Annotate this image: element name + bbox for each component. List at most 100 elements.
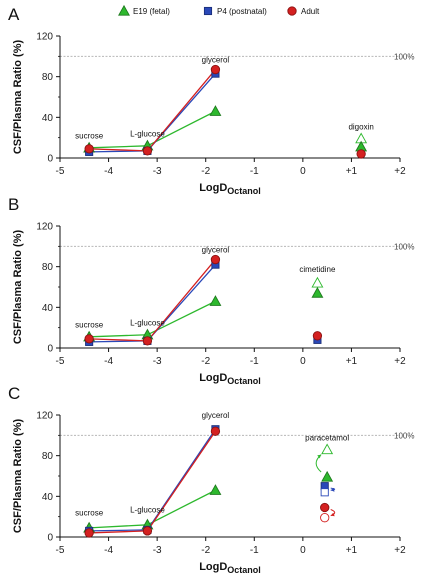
x-tick-label: -5 <box>56 545 65 556</box>
data-point-triangle <box>209 295 222 306</box>
panel-letter: B <box>8 195 19 214</box>
x-tick-label: +2 <box>394 166 406 177</box>
x-tick-label: -3 <box>153 356 162 367</box>
x-tick-label: +1 <box>346 166 358 177</box>
x-tick-label: -4 <box>104 356 113 367</box>
x-tick-label: -1 <box>250 166 259 177</box>
panel-letter: A <box>8 5 20 24</box>
compound-label: sucrose <box>75 321 104 330</box>
y-tick-label: 120 <box>36 32 53 43</box>
change-arrowhead <box>330 512 335 517</box>
data-point-circle <box>84 144 94 154</box>
compound-label: cimetidine <box>299 265 336 274</box>
data-point-circle <box>84 528 94 538</box>
x-tick-label: -2 <box>201 545 210 556</box>
compound-label: L-glucose <box>130 319 165 328</box>
compound-label: glycerol <box>202 411 230 420</box>
legend-marker-triangle <box>118 4 130 16</box>
change-arrowhead <box>317 454 322 459</box>
y-tick-label: 120 <box>36 222 53 233</box>
reference-label: 100% <box>394 52 414 61</box>
legend-label: Adult <box>301 7 320 16</box>
x-tick-label: 0 <box>300 545 306 556</box>
y-tick-label: 40 <box>42 492 54 503</box>
legend-item: Adult <box>287 6 320 16</box>
series-line-circle <box>89 259 216 342</box>
series-line-square <box>89 264 216 343</box>
legend-item: E19 (fetal) <box>118 4 170 16</box>
data-point-triangle <box>311 286 324 298</box>
x-tick-label: -4 <box>104 545 113 556</box>
compound-label: glycerol <box>202 55 230 64</box>
series-line-square <box>89 73 216 153</box>
panel-c: C 100% 0 40 80 120 -5 -4 -3 -2 -1 0 +1 +2 CSF/Plasma R… <box>8 384 414 575</box>
data-point-circle <box>210 64 221 75</box>
compound-label: sucrose <box>75 132 104 141</box>
reference-label: 100% <box>394 431 414 440</box>
data-point-circle <box>142 146 153 156</box>
compound-label: sucrose <box>75 509 104 518</box>
change-arrow <box>315 454 322 473</box>
x-tick-label: -2 <box>201 166 210 177</box>
data-point-circle <box>142 526 153 536</box>
data-point-triangle <box>321 470 334 482</box>
data-point-circle <box>320 502 330 513</box>
open-point-triangle <box>311 276 324 288</box>
y-tick-label: 120 <box>36 411 53 422</box>
panel-b: B 100% 0 40 80 120 -5 -4 -3 -2 -1 0 +1 +2 CSF/Plasma R… <box>8 195 414 386</box>
y-axis-label: CSF/Plasma Ratio (%) <box>12 40 24 155</box>
y-tick-label: 0 <box>47 344 53 355</box>
x-tick-label: -5 <box>56 166 65 177</box>
open-point-triangle <box>321 443 334 455</box>
legend: E19 (fetal) P4 (postnatal) Adult <box>118 4 320 16</box>
data-point-triangle <box>209 484 222 495</box>
panel-letter: C <box>8 384 20 403</box>
compound-label: glycerol <box>202 245 230 254</box>
x-tick-label: -3 <box>153 166 162 177</box>
x-tick-label: +2 <box>394 356 406 367</box>
data-point-circle <box>142 336 153 346</box>
y-tick-label: 40 <box>42 113 54 124</box>
data-point-circle <box>312 331 323 341</box>
legend-label: P4 (postnatal) <box>217 7 267 16</box>
y-tick-label: 80 <box>42 262 54 273</box>
x-tick-label: -5 <box>56 356 65 367</box>
legend-marker-square <box>203 6 213 16</box>
panel-a: A 100% 0 40 80 120 -5 -4 -3 -2 -1 0 +1 +2 CSF/Plasma R… <box>8 5 414 196</box>
data-point-triangle <box>209 105 222 116</box>
compound-label: L-glucose <box>130 506 165 515</box>
y-tick-label: 40 <box>42 303 54 314</box>
x-tick-label: -1 <box>250 356 259 367</box>
compound-label: paracetamol <box>305 433 349 442</box>
x-tick-label: +1 <box>346 356 358 367</box>
data-point-circle <box>210 426 221 436</box>
compound-label: digoxin <box>348 123 373 132</box>
series-line-circle <box>89 430 216 534</box>
y-axis-label: CSF/Plasma Ratio (%) <box>12 230 24 345</box>
x-axis-label: LogDOctanol <box>199 561 261 575</box>
y-tick-label: 80 <box>42 451 54 462</box>
x-axis-label: LogDOctanol <box>199 372 261 386</box>
x-tick-label: 0 <box>300 356 306 367</box>
compound-label: L-glucose <box>130 130 165 139</box>
x-tick-label: +1 <box>346 545 358 556</box>
y-axis-label: CSF/Plasma Ratio (%) <box>12 419 24 534</box>
series-line-circle <box>89 69 216 152</box>
series-line-square <box>89 428 216 532</box>
legend-label: E19 (fetal) <box>133 7 170 16</box>
legend-item: P4 (postnatal) <box>203 6 267 16</box>
change-arrowhead <box>330 487 335 492</box>
open-point-circle <box>320 513 330 523</box>
x-tick-label: -4 <box>104 166 113 177</box>
open-point-square <box>320 488 329 497</box>
x-tick-label: 0 <box>300 166 306 177</box>
x-tick-label: -1 <box>250 545 259 556</box>
y-tick-label: 80 <box>42 72 54 83</box>
x-tick-label: -2 <box>201 356 210 367</box>
x-tick-label: +2 <box>394 545 406 556</box>
reference-label: 100% <box>394 242 414 251</box>
y-tick-label: 0 <box>47 533 53 544</box>
y-tick-label: 0 <box>47 154 53 165</box>
legend-marker-circle <box>287 6 297 16</box>
